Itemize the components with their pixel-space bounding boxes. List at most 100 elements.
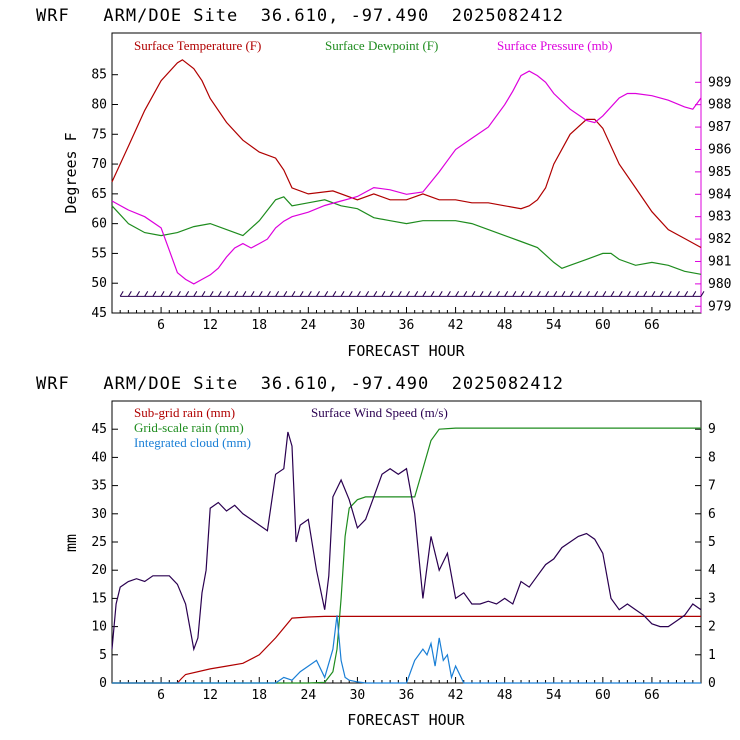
y2-tick-label: 5	[708, 535, 716, 550]
wind-barb	[430, 291, 435, 297]
wind-barb	[528, 291, 533, 297]
wind-barb	[512, 291, 517, 297]
y2-tick-label: 983	[708, 210, 731, 225]
y2-tick-label: 987	[708, 120, 731, 135]
x-axis-ticks: 6 12 18 24 30 36 42 48 54 60 66	[119, 307, 694, 333]
y2-tick-label: 1	[708, 648, 716, 663]
y-tick-label: 15	[91, 591, 107, 606]
series-line-integrated-cloud-mm	[112, 615, 701, 684]
x-tick-label: 6	[157, 688, 165, 703]
y2-tick-label: 4	[708, 563, 716, 578]
wind-barb	[438, 291, 443, 297]
x-tick-label: 42	[448, 318, 464, 333]
x-tick-label: 6	[157, 318, 165, 333]
wind-barb	[569, 291, 574, 297]
wind-barb	[340, 291, 345, 297]
wind-barb	[586, 291, 590, 297]
wind-barb	[667, 291, 672, 297]
wind-barb	[577, 291, 582, 297]
wind-barb	[299, 291, 304, 297]
series-line-sub-grid-rain-mm	[112, 615, 701, 684]
y2-tick-label: 980	[708, 277, 731, 292]
plot-frame	[111, 32, 702, 314]
y-tick-label: 0	[99, 676, 107, 691]
x-tick-label: 36	[399, 688, 415, 703]
series-line-surface-temperature-f	[111, 59, 702, 249]
series-line-surface-wind-speed-m-s	[111, 431, 702, 652]
y2-tick-label: 986	[708, 142, 731, 157]
legend-gridscale-rain: Grid-scale rain (mm)	[134, 420, 244, 435]
wind-barb	[635, 291, 639, 297]
wind-barb	[602, 291, 607, 297]
legend-wind-speed: Surface Wind Speed (m/s)	[311, 405, 448, 420]
y-tick-label: 35	[91, 479, 107, 494]
x-tick-label: 66	[644, 318, 660, 333]
wind-barb	[381, 291, 386, 297]
wind-barb	[618, 291, 623, 297]
legend-pressure: Surface Pressure (mb)	[497, 38, 613, 53]
wind-barb	[651, 291, 656, 297]
y2-tick-label: 988	[708, 98, 731, 113]
wind-barb	[332, 291, 337, 297]
wind-barb	[676, 291, 680, 297]
legend: Sub-grid rain (mm) Grid-scale rain (mm) …	[134, 405, 448, 450]
wind-barb	[119, 291, 124, 297]
wind-barb	[316, 291, 320, 297]
wind-barb	[152, 291, 157, 297]
wind-barb	[479, 291, 484, 297]
wind-barb	[365, 291, 370, 297]
wind-barb	[700, 291, 705, 297]
x-tick-label: 18	[251, 688, 267, 703]
wind-barb	[692, 291, 697, 297]
y2-tick-label: 8	[708, 450, 716, 465]
wind-barb	[553, 291, 558, 297]
series-group	[111, 59, 705, 297]
series-line-surface-pressure-mb	[111, 70, 702, 285]
x-tick-label: 54	[546, 688, 562, 703]
x-tick-label: 48	[497, 318, 513, 333]
y2-tick-label: 985	[708, 165, 731, 180]
y-tick-label: 20	[91, 563, 107, 578]
y-tick-label: 50	[91, 276, 107, 291]
y-axis-ticks: 0 5 10 15 20 25 30 35 40 45	[91, 422, 118, 691]
x-tick-label: 60	[595, 318, 611, 333]
legend-integrated-cloud: Integrated cloud (mm)	[134, 435, 251, 450]
x-tick-label: 54	[546, 318, 562, 333]
y-axis-label: Degrees F	[62, 132, 80, 213]
y-tick-label: 45	[91, 422, 107, 437]
wind-barb	[684, 291, 689, 297]
x-tick-label: 30	[350, 688, 366, 703]
y2-axis-ticks: 979 980 981 982 983 984 985 986 987 988 989	[695, 75, 732, 314]
y2-tick-label: 7	[708, 479, 716, 494]
precipitation-wind-chart: WRF ARM/DOE Site 36.610, -97.490 2025082…	[36, 374, 716, 729]
wind-barb	[127, 291, 132, 297]
legend-dewpoint: Surface Dewpoint (F)	[325, 38, 438, 53]
wind-barb	[209, 291, 214, 297]
chart-title: WRF ARM/DOE Site 36.610, -97.490 2025082…	[36, 6, 564, 26]
wind-barb	[185, 291, 190, 297]
y-tick-label: 60	[91, 217, 107, 232]
wind-barb	[258, 291, 263, 297]
wind-barb	[536, 291, 541, 297]
x-tick-label: 42	[448, 688, 464, 703]
wind-barb	[397, 291, 402, 297]
wind-barb	[356, 291, 361, 297]
wind-barb	[610, 291, 615, 297]
wind-barb	[626, 291, 631, 297]
wind-barb	[201, 291, 206, 297]
wind-barb-row	[119, 291, 705, 297]
wind-barb	[504, 291, 509, 297]
y-axis-label: mm	[62, 534, 80, 552]
chart-title: WRF ARM/DOE Site 36.610, -97.490 2025082…	[36, 374, 564, 394]
x-axis-ticks: 6 12 18 24 30 36 42 48 54 60 66	[119, 677, 694, 703]
y2-axis-ticks: 0 1 2 3 4 5 6 7 8 9	[695, 422, 716, 691]
y-tick-label: 80	[91, 97, 107, 112]
y2-tick-label: 982	[708, 232, 731, 247]
y-tick-label: 10	[91, 620, 107, 635]
wind-barb	[496, 291, 500, 297]
x-tick-label: 18	[251, 318, 267, 333]
y2-tick-label: 9	[708, 422, 716, 437]
series-line-surface-dewpoint-f	[111, 196, 702, 275]
wind-barb	[414, 291, 419, 297]
